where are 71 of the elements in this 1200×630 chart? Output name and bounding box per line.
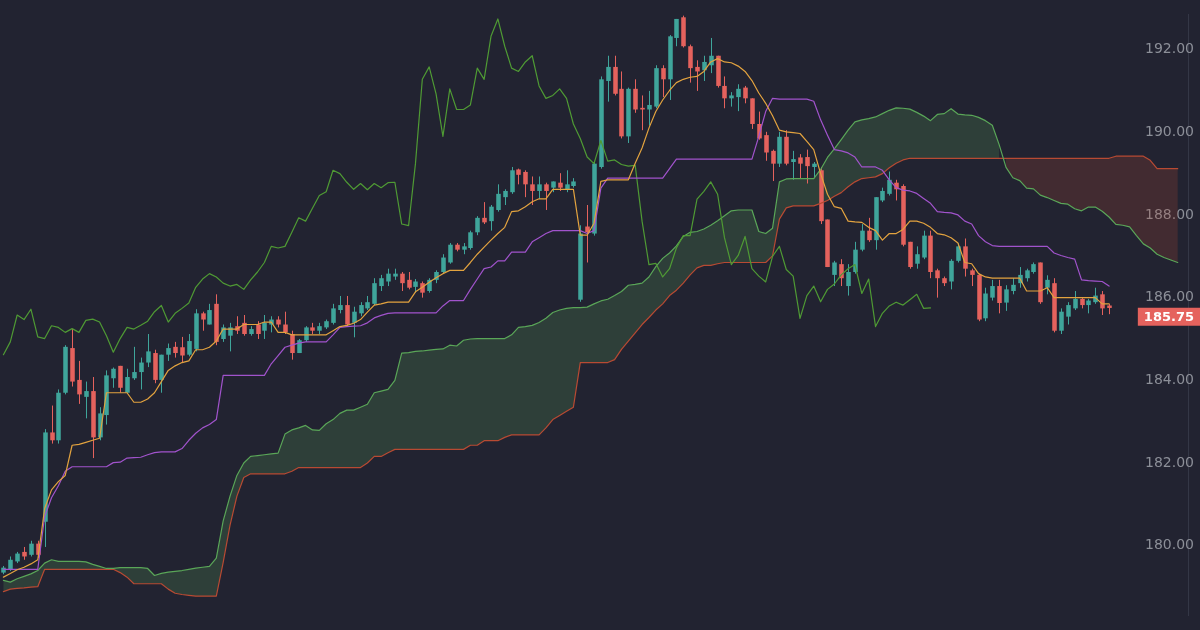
candlestick: [935, 268, 940, 299]
candlestick: [352, 306, 357, 338]
candlestick: [922, 230, 927, 260]
candlestick: [722, 75, 727, 109]
y-tick-label: 192.00: [1145, 40, 1194, 57]
candlestick: [640, 94, 645, 131]
candlestick: [146, 333, 151, 368]
candlestick: [832, 260, 837, 287]
candlestick: [262, 314, 267, 340]
candlestick: [1059, 307, 1064, 335]
candlestick: [990, 279, 995, 302]
candlestick: [997, 279, 1002, 314]
annotation: 185.75: [1143, 308, 1194, 324]
candlestick: [771, 149, 776, 182]
candlestick: [331, 303, 336, 326]
candlestick: [400, 271, 405, 292]
candlestick: [846, 263, 851, 297]
candlestick: [695, 59, 700, 92]
candlestick: [475, 215, 480, 236]
candlestick: [496, 183, 501, 213]
candlestick: [510, 166, 515, 195]
y-tick-label: 190.00: [1145, 122, 1194, 139]
candlestick: [482, 201, 487, 225]
candlestick: [132, 346, 137, 381]
candlestick: [77, 360, 82, 405]
candlestick: [867, 217, 872, 243]
candlestick: [372, 277, 377, 306]
candlestick: [805, 149, 810, 185]
candlestick: [139, 357, 144, 390]
candlestick: [860, 223, 865, 252]
candlestick: [201, 311, 206, 332]
y-tick-label: 184.00: [1145, 370, 1194, 387]
candlestick: [791, 150, 796, 181]
candlestick: [283, 311, 288, 335]
candlestick: [647, 90, 652, 127]
candlestick: [84, 381, 89, 419]
candlestick: [915, 245, 920, 270]
candlestick: [448, 242, 453, 265]
candlestick: [118, 365, 123, 394]
candlestick: [180, 336, 185, 364]
candlestick: [764, 131, 769, 162]
candlestick: [523, 169, 528, 198]
candlestick: [1073, 290, 1078, 311]
candlestick: [633, 78, 638, 114]
candlestick: [1066, 301, 1071, 326]
candlestick: [441, 253, 446, 275]
candlestick: [530, 175, 535, 206]
candlestick: [661, 64, 666, 98]
candlestick: [949, 258, 954, 290]
y-tick-label: 188.00: [1145, 205, 1194, 222]
candlestick: [489, 204, 494, 232]
candlestick: [606, 55, 611, 103]
y-tick-label: 182.00: [1145, 453, 1194, 470]
candlestick: [242, 314, 247, 337]
candlestick: [111, 367, 116, 389]
candlestick: [187, 333, 192, 357]
candlestick: [207, 303, 212, 326]
y-tick-label: 180.00: [1145, 536, 1194, 553]
candlestick: [702, 55, 707, 82]
y-tick-label: 186.00: [1145, 288, 1194, 305]
candlestick: [50, 405, 55, 445]
candlestick: [798, 153, 803, 179]
candlestick: [537, 175, 542, 200]
candlestick: [345, 295, 350, 327]
candlestick: [1045, 274, 1050, 295]
candlestick: [736, 83, 741, 112]
candlestick: [688, 44, 693, 84]
candlestick: [1004, 284, 1009, 312]
candlestick: [963, 238, 968, 278]
candlestick: [544, 182, 549, 211]
candlestick: [887, 171, 892, 196]
